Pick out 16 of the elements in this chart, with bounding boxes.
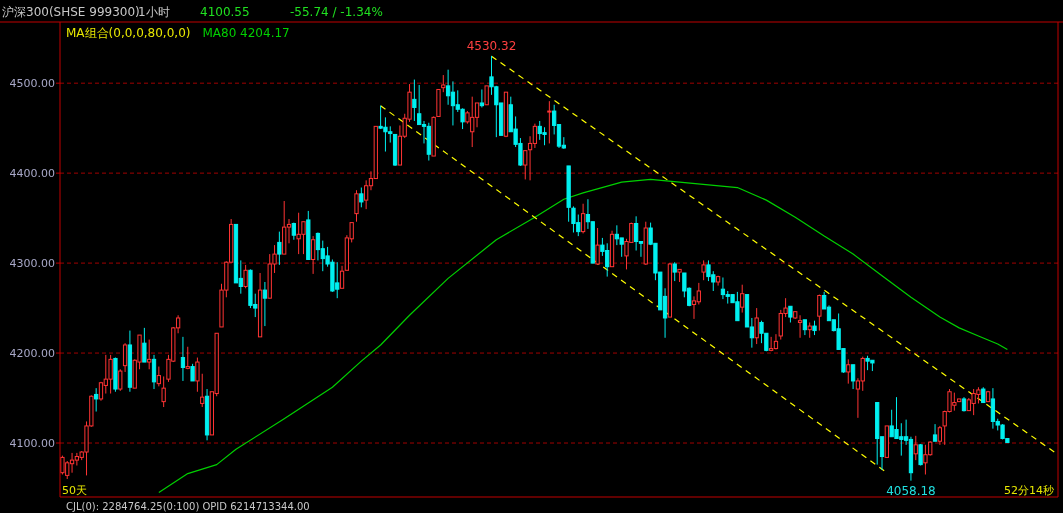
ytick: 4300.00 [9,257,55,271]
annotation: 4530.32 [466,38,517,53]
annotation: MA组合(0,0,0,80,0,0) [66,26,191,40]
annotation: CJL(0): 2284764.25(0:100) OPID 6214713344.00 [66,501,310,512]
ytick: 4200.00 [9,347,55,361]
ytick: 4100.00 [9,437,55,450]
ytick: 4500.00 [9,77,55,91]
legend: MA80 4204.17 [202,26,290,40]
annotation: 4100.55 [200,5,250,19]
annotation: 52分14秒 [1004,484,1054,497]
ytick: 4400.00 [9,167,55,181]
annotation: -55.74 / -1.34% [290,5,383,19]
title: 沪深300(SHSE 999300) [2,5,140,19]
annotation: 4058.18 [886,483,936,498]
annotation: 50天 [62,484,87,497]
subtitle: 1小时 [138,5,170,19]
